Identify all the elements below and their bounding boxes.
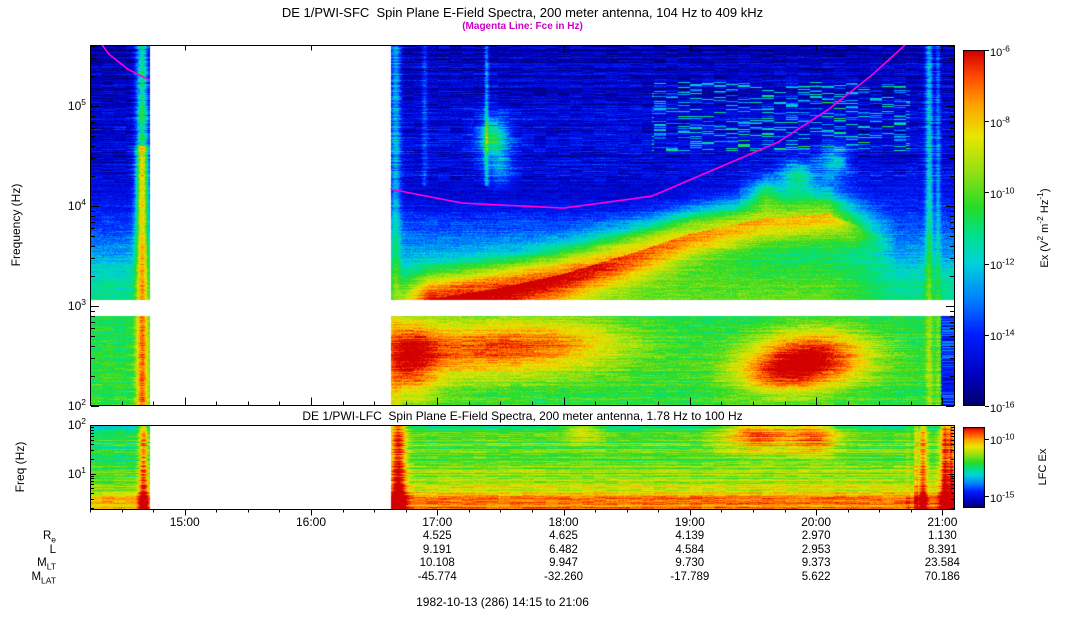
ephemeris-value: -45.774 bbox=[417, 570, 457, 583]
time-tick-label: 16:00 bbox=[295, 515, 326, 529]
y-tick-label: 105 bbox=[67, 97, 86, 114]
ephemeris-value: 4.525 bbox=[422, 530, 452, 542]
colorbar-tick-label: 10-8 bbox=[990, 114, 1010, 130]
y-tick-label: 102 bbox=[67, 397, 86, 413]
lfc-colorbar bbox=[963, 427, 985, 508]
ephemeris-value: 23.584 bbox=[924, 557, 960, 569]
sfc-spectrogram-canvas bbox=[90, 45, 955, 406]
colorbar-tick-label: 10-15 bbox=[990, 489, 1015, 506]
time-tick-label: 15:00 bbox=[169, 515, 200, 529]
ephemeris-value: 6.482 bbox=[549, 543, 578, 556]
ephemeris-value: 2.953 bbox=[801, 543, 831, 556]
colorbar-tick-label: 10-10 bbox=[990, 185, 1015, 202]
lfc-y-axis-label: Freq (Hz) bbox=[13, 441, 27, 493]
ephemeris-value: 5.622 bbox=[801, 570, 831, 583]
ephemeris-value: 4.625 bbox=[549, 530, 578, 542]
time-tick-label: 17:00 bbox=[422, 515, 453, 529]
date-range-footer: 1982-10-13 (286) 14:15 to 21:06 bbox=[416, 595, 589, 609]
sfc-y-axis-label: Frequency (Hz) bbox=[9, 183, 23, 267]
ephemeris-value: 8.391 bbox=[927, 543, 957, 556]
ephemeris-value: -32.260 bbox=[544, 570, 584, 583]
sfc-subtitle: (Magenta Line: Fce in Hz) bbox=[462, 21, 583, 32]
sfc-colorbar-label: Ex (V2 m-2 Hz-1) bbox=[1035, 188, 1051, 268]
sfc-colorbar bbox=[963, 50, 985, 406]
y-tick-label: 103 bbox=[67, 297, 86, 314]
time-tick-label: 19:00 bbox=[674, 515, 705, 529]
time-tick-label: 18:00 bbox=[548, 515, 579, 529]
colorbar-tick-label: 10-10 bbox=[990, 431, 1015, 448]
ephemeris-value: 1.130 bbox=[927, 530, 957, 542]
y-tick-label: 104 bbox=[67, 197, 86, 214]
time-tick-label: 21:00 bbox=[927, 515, 958, 529]
ephemeris-value: -17.789 bbox=[670, 570, 710, 583]
colorbar-tick-label: 10-12 bbox=[990, 256, 1015, 273]
ephemeris-value: 9.373 bbox=[801, 557, 831, 569]
ephemeris-row-label: Re bbox=[42, 530, 56, 545]
colorbar-tick-label: 10-6 bbox=[990, 43, 1010, 59]
ephemeris-value: 9.730 bbox=[675, 557, 705, 569]
ephemeris-row-label: MLT bbox=[37, 557, 56, 572]
y-tick-label: 102 bbox=[67, 416, 86, 432]
ephemeris-row-label: MLAT bbox=[31, 570, 56, 585]
ephemeris-value: 10.108 bbox=[419, 557, 455, 569]
ephemeris-value: 4.139 bbox=[675, 530, 705, 542]
sfc-title: DE 1/PWI-SFC Spin Plane E-Field Spectra,… bbox=[281, 5, 764, 20]
colorbar-tick-label: 10-14 bbox=[990, 327, 1015, 344]
lfc-colorbar-label: LFC Ex bbox=[1037, 448, 1049, 486]
ephemeris-value: 4.584 bbox=[675, 543, 705, 556]
ephemeris-value: 9.947 bbox=[549, 557, 578, 569]
lfc-title: DE 1/PWI-LFC Spin Plane E-Field Spectra,… bbox=[302, 409, 743, 423]
ephemeris-value: 9.191 bbox=[422, 543, 452, 556]
y-tick-label: 101 bbox=[67, 464, 86, 481]
ephemeris-row-label: L bbox=[49, 543, 56, 556]
ephemeris-value: 70.186 bbox=[924, 570, 960, 583]
colorbar-tick-label: 10-16 bbox=[990, 399, 1015, 415]
time-tick-label: 20:00 bbox=[801, 515, 832, 529]
ephemeris-value: 2.970 bbox=[801, 530, 831, 542]
lfc-spectrogram-canvas bbox=[90, 425, 955, 510]
